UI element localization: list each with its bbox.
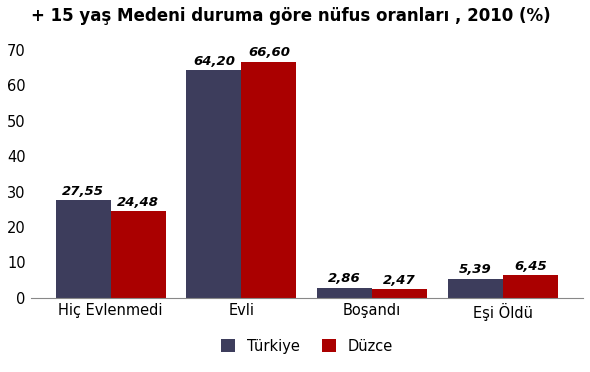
Text: 6,45: 6,45	[514, 260, 547, 273]
Bar	[110, 211, 166, 298]
Legend: Türkiye, Düzce: Türkiye, Düzce	[215, 333, 399, 360]
Text: 24,48: 24,48	[117, 196, 159, 209]
Text: + 15 yaş Medeni duruma göre nüfus oranları , 2010 (%): + 15 yaş Medeni duruma göre nüfus oranla…	[31, 7, 550, 25]
Text: 27,55: 27,55	[62, 185, 104, 198]
Bar	[448, 279, 503, 298]
Bar	[186, 70, 241, 298]
Bar	[55, 200, 110, 298]
Bar	[241, 62, 296, 298]
Bar	[372, 289, 427, 298]
Text: 66,60: 66,60	[248, 46, 290, 60]
Text: 64,20: 64,20	[193, 55, 235, 68]
Text: 2,86: 2,86	[329, 272, 361, 285]
Text: 5,39: 5,39	[459, 263, 492, 276]
Text: 2,47: 2,47	[384, 274, 416, 287]
Bar	[317, 288, 372, 298]
Bar	[503, 275, 558, 298]
